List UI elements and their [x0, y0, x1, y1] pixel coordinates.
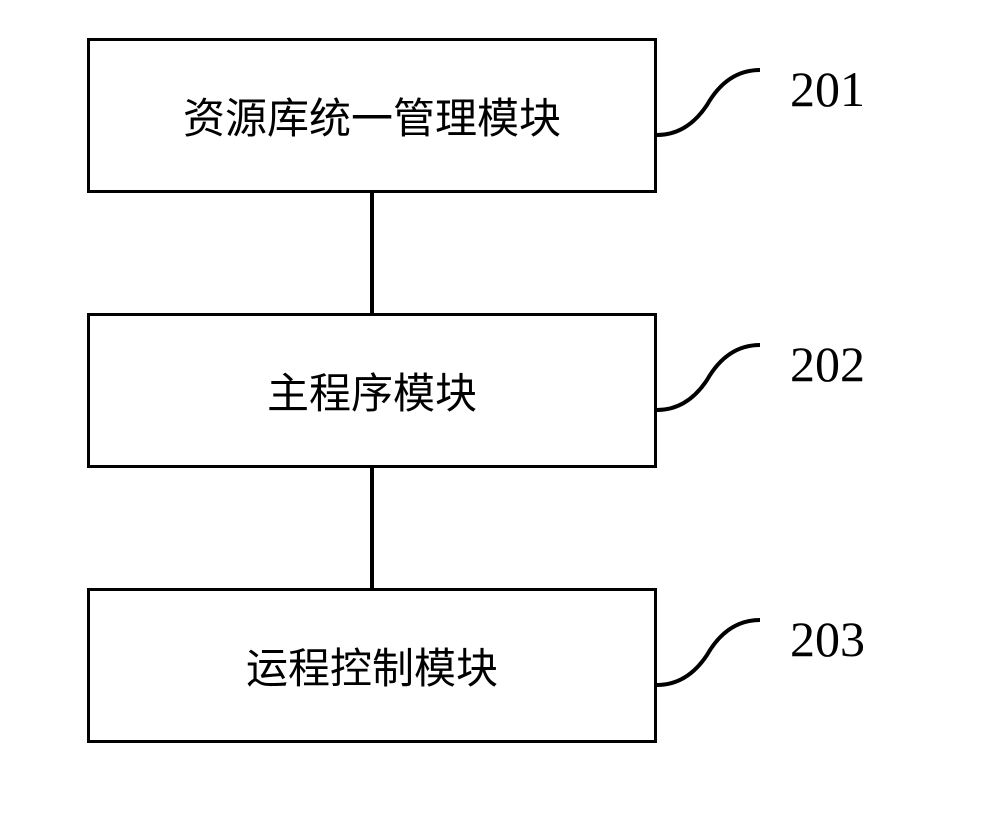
- callout-label-202: 202: [790, 335, 865, 393]
- callout-label-203: 203: [790, 610, 865, 668]
- callout-arc-icon: [657, 335, 777, 425]
- node-resource-management: 资源库统一管理模块: [87, 38, 657, 193]
- module-flowchart: 资源库统一管理模块 主程序模块 运程控制模块 201 202 203: [0, 0, 1000, 827]
- callout-arc-icon: [657, 60, 777, 150]
- node-label: 资源库统一管理模块: [183, 85, 561, 146]
- callout-label-201: 201: [790, 60, 865, 118]
- edge-2-3: [370, 468, 374, 588]
- callout-arc-icon: [657, 610, 777, 700]
- node-label: 运程控制模块: [246, 635, 498, 696]
- node-main-program: 主程序模块: [87, 313, 657, 468]
- node-label: 主程序模块: [267, 360, 477, 421]
- edge-1-2: [370, 193, 374, 313]
- node-remote-control: 运程控制模块: [87, 588, 657, 743]
